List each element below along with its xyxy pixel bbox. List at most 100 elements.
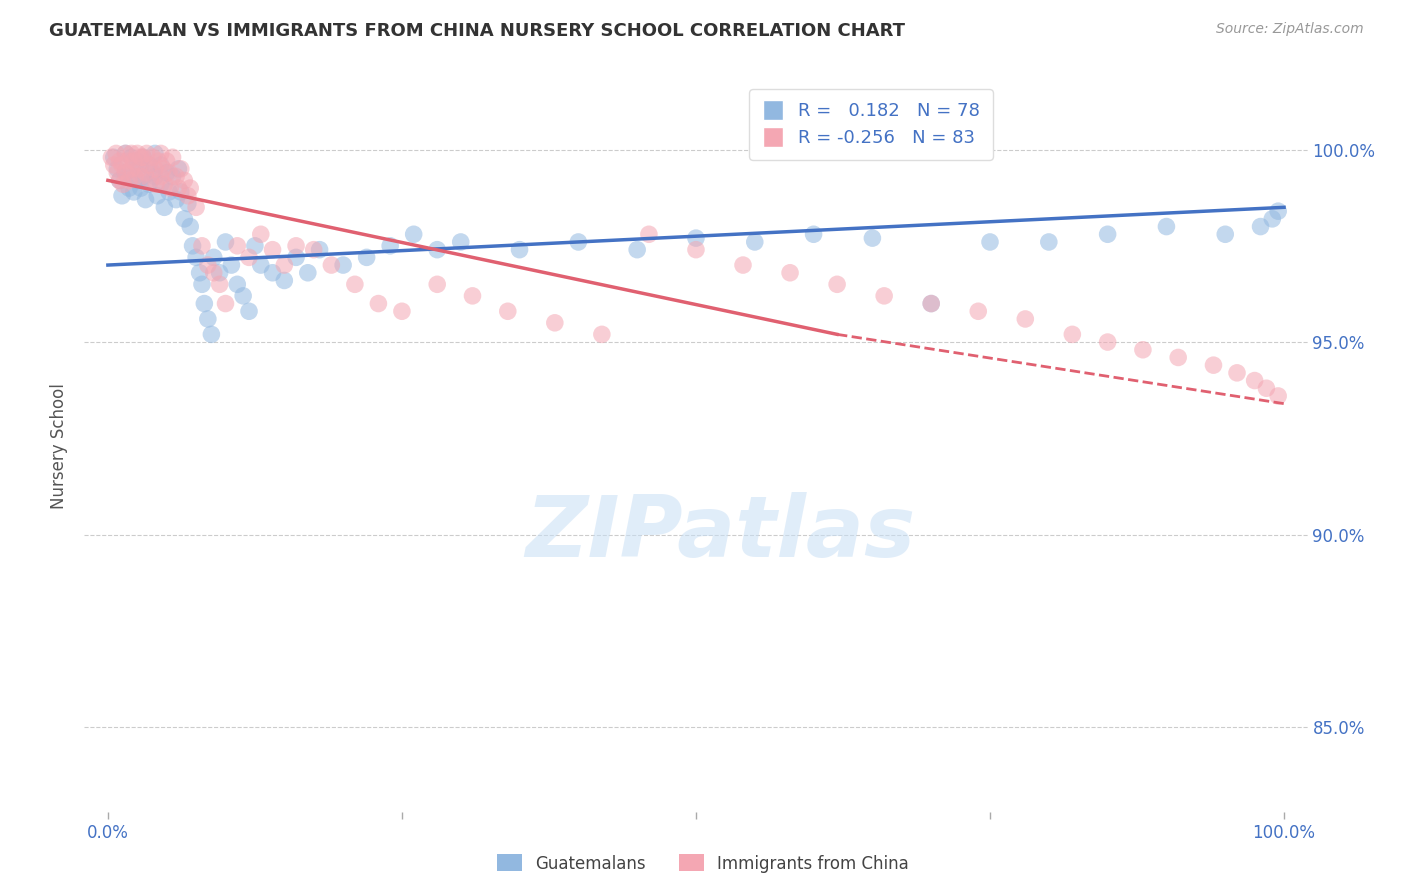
Point (105, 161, 128, 176)
Point (249, 258, 271, 272)
Point (165, 169, 187, 184)
Point (138, 158, 160, 172)
Point (124, 169, 146, 184)
Point (114, 166, 136, 180)
Point (214, 296, 236, 310)
Point (120, 146, 142, 161)
Point (135, 146, 157, 161)
Point (111, 158, 134, 172)
Point (103, 158, 125, 172)
Point (426, 243, 449, 257)
Point (825, 277, 848, 292)
Point (567, 235, 589, 249)
Point (744, 235, 766, 249)
Point (1250, 219, 1272, 234)
Point (111, 188, 134, 202)
Point (112, 178, 135, 192)
Point (1267, 389, 1289, 403)
Point (191, 277, 214, 292)
Point (1097, 334, 1119, 349)
Point (391, 304, 413, 318)
Point (200, 327, 222, 342)
Point (117, 154, 139, 169)
Point (308, 243, 330, 257)
Point (238, 251, 260, 265)
Point (450, 235, 472, 249)
Point (146, 188, 169, 202)
Point (156, 154, 179, 169)
Point (208, 266, 231, 280)
Point (108, 173, 131, 187)
Point (1202, 358, 1225, 372)
Point (262, 266, 284, 280)
Point (170, 161, 193, 176)
Point (238, 304, 260, 318)
Point (167, 181, 190, 195)
Point (170, 185, 193, 199)
Point (380, 239, 402, 253)
Point (967, 304, 990, 318)
Point (122, 185, 145, 199)
Point (114, 146, 136, 161)
Legend: R =   0.182   N = 78, R = -0.256   N = 83: R = 0.182 N = 78, R = -0.256 N = 83 (749, 89, 993, 160)
Point (120, 161, 142, 176)
Point (118, 173, 141, 187)
Point (1267, 204, 1289, 219)
Point (860, 231, 883, 245)
Point (108, 173, 131, 187)
Point (129, 158, 152, 172)
Point (152, 161, 174, 176)
Point (129, 169, 152, 184)
Point (285, 239, 308, 253)
Point (139, 173, 162, 187)
Point (332, 258, 354, 272)
Point (108, 154, 131, 169)
Point (122, 154, 145, 169)
Point (127, 154, 149, 169)
Point (626, 243, 648, 257)
Point (118, 181, 141, 195)
Point (132, 169, 155, 184)
Point (232, 289, 254, 303)
Point (1261, 211, 1284, 226)
Point (105, 146, 128, 161)
Point (873, 289, 896, 303)
Legend: Guatemalans, Immigrants from China: Guatemalans, Immigrants from China (491, 847, 915, 880)
Point (214, 235, 236, 249)
Point (249, 227, 271, 242)
Point (153, 200, 176, 214)
Point (285, 251, 308, 265)
Point (159, 181, 181, 195)
Point (149, 178, 172, 192)
Point (149, 146, 172, 161)
Point (731, 258, 754, 272)
Point (129, 181, 152, 195)
Point (273, 258, 295, 272)
Point (165, 193, 187, 207)
Point (779, 266, 801, 280)
Point (1132, 343, 1154, 357)
Point (509, 243, 531, 257)
Point (142, 150, 165, 164)
Point (103, 150, 125, 164)
Point (273, 273, 295, 287)
Point (685, 231, 707, 245)
Point (191, 239, 214, 253)
Point (1097, 227, 1119, 242)
Point (177, 188, 200, 202)
Point (120, 150, 142, 164)
Point (120, 169, 142, 184)
Point (544, 316, 567, 330)
Point (426, 277, 449, 292)
Point (1226, 366, 1249, 380)
Text: ZIPatlas: ZIPatlas (526, 492, 915, 575)
Point (226, 239, 249, 253)
Point (129, 150, 152, 164)
Point (1014, 312, 1036, 326)
Point (105, 166, 128, 180)
Point (100, 150, 122, 164)
Point (920, 296, 942, 310)
Point (127, 161, 149, 176)
Point (132, 150, 155, 164)
Point (114, 166, 136, 180)
